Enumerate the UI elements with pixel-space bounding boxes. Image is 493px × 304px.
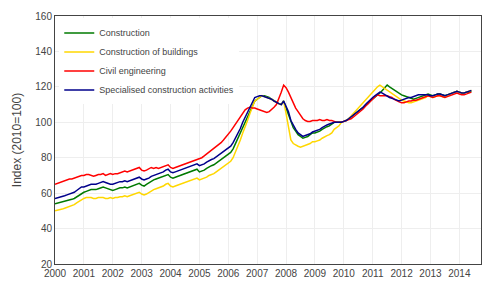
- svg-text:160: 160: [35, 11, 52, 22]
- svg-text:2012: 2012: [390, 268, 413, 279]
- svg-text:2014: 2014: [448, 268, 471, 279]
- svg-text:2013: 2013: [419, 268, 442, 279]
- svg-text:120: 120: [35, 81, 52, 92]
- svg-text:100: 100: [35, 117, 52, 128]
- svg-text:Specialised construction activ: Specialised construction activities: [99, 85, 234, 95]
- svg-text:2011: 2011: [362, 268, 384, 279]
- svg-text:2003: 2003: [131, 268, 154, 279]
- svg-text:Index (2010=100): Index (2010=100): [10, 93, 24, 187]
- svg-text:2000: 2000: [44, 268, 67, 279]
- svg-text:2005: 2005: [188, 268, 211, 279]
- svg-text:140: 140: [35, 46, 52, 57]
- svg-text:2006: 2006: [217, 268, 240, 279]
- svg-text:40: 40: [41, 223, 53, 234]
- svg-text:2008: 2008: [275, 268, 298, 279]
- svg-text:60: 60: [41, 188, 53, 199]
- svg-text:2004: 2004: [159, 268, 182, 279]
- svg-text:2009: 2009: [304, 268, 327, 279]
- svg-text:Construction of buildings: Construction of buildings: [99, 47, 198, 57]
- svg-text:Construction: Construction: [99, 28, 150, 38]
- svg-text:20: 20: [41, 259, 53, 270]
- svg-text:2002: 2002: [102, 268, 125, 279]
- svg-text:2007: 2007: [246, 268, 269, 279]
- svg-text:80: 80: [41, 152, 53, 163]
- svg-text:2010: 2010: [333, 268, 356, 279]
- svg-text:Civil engineering: Civil engineering: [99, 66, 166, 76]
- svg-text:2001: 2001: [73, 268, 96, 279]
